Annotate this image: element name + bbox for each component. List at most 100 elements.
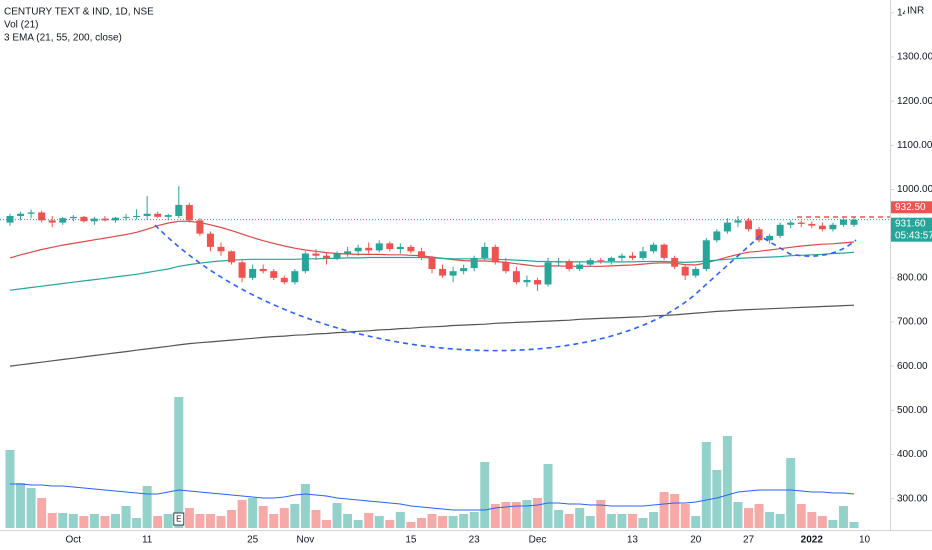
candle-body: [544, 262, 552, 285]
candle-body: [586, 260, 594, 265]
countdown-label: 05:43:57: [895, 230, 932, 241]
candle-body: [628, 255, 636, 258]
x-tick-label: 20: [690, 535, 702, 546]
candle-body: [59, 218, 67, 223]
candle-body: [291, 271, 299, 283]
volume-bar: [828, 520, 838, 528]
y-tick-label: 800.00: [897, 272, 928, 283]
x-tick-label: 15: [405, 535, 417, 546]
candle-body: [460, 268, 468, 272]
plot: [0, 185, 890, 528]
candle-body: [386, 243, 394, 250]
x-tick-label: Oct: [66, 535, 82, 546]
volume-bar: [364, 513, 374, 528]
volume-bar: [142, 486, 152, 528]
volume-bar: [701, 442, 711, 528]
candle-body: [671, 257, 679, 267]
x-tick-label: 13: [627, 535, 639, 546]
price-label: 931.60: [895, 218, 926, 229]
ema-line: [9, 304, 855, 367]
candle-body: [734, 220, 742, 223]
volume-bar: [596, 500, 606, 528]
volume-bar: [564, 514, 574, 528]
volume-bar: [522, 500, 532, 528]
candle-body: [112, 217, 119, 221]
candle-body: [407, 246, 415, 252]
volume-bar: [121, 506, 131, 528]
volume-bar: [416, 518, 426, 528]
volume-bar: [469, 512, 479, 528]
volume-bar: [68, 514, 78, 528]
volume-bar: [89, 514, 99, 528]
volume-bar: [554, 510, 564, 528]
volume-bar: [248, 498, 258, 528]
candle-body: [101, 218, 109, 221]
legend-title: CENTURY TEXT & IND, 1D, NSE: [4, 7, 154, 18]
event-marker-box: [173, 512, 185, 526]
x-tick-label: 11: [142, 535, 153, 546]
x-tick-label: 10: [859, 535, 871, 546]
candle-body: [829, 224, 837, 230]
candle-body: [650, 244, 658, 252]
volume-bar: [163, 514, 173, 528]
candle-body: [48, 220, 56, 223]
candle-body: [80, 216, 88, 222]
y-tick-label: 700.00: [897, 317, 928, 328]
legend-ema: 3 EMA (21, 55, 200, close): [4, 33, 122, 44]
volume-bar: [311, 510, 321, 528]
volume-bar: [438, 516, 448, 528]
candle-body: [534, 280, 541, 285]
volume-bar: [16, 483, 26, 528]
currency-bg: [905, 4, 932, 18]
volume-bar: [765, 512, 775, 528]
volume-bar: [153, 516, 163, 528]
candle-body: [365, 247, 373, 251]
volume-bar: [459, 514, 469, 528]
candle-body: [639, 251, 647, 258]
volume-bar: [670, 494, 680, 528]
volume-bar: [543, 464, 553, 528]
volume-bar: [606, 514, 616, 528]
event-marker: E: [176, 515, 181, 524]
candle-body: [850, 219, 858, 225]
candle-body: [206, 233, 214, 247]
candle-body: [17, 213, 25, 216]
candle-body: [217, 246, 225, 252]
volume-bar: [733, 502, 743, 528]
candle-body: [354, 247, 362, 252]
volume-bar: [448, 516, 458, 528]
candle-body: [90, 218, 98, 222]
volume-bar: [5, 450, 15, 528]
candle-body: [745, 220, 752, 230]
candle-body: [555, 261, 563, 263]
candle-body: [523, 280, 531, 283]
candle-body: [133, 215, 141, 217]
volume-ma-line: [10, 483, 855, 511]
candle-body: [702, 240, 710, 269]
candle-body: [723, 222, 731, 232]
volume-bar: [79, 516, 89, 528]
volume-bar: [575, 508, 585, 528]
y-tick-label: 400.00: [897, 449, 928, 460]
x-tick-label: 23: [469, 535, 481, 546]
x-tick-label: 2022: [801, 535, 824, 546]
volume-bar: [174, 397, 184, 528]
candle-body: [512, 271, 520, 283]
candle-body: [259, 268, 267, 272]
volume-bar: [237, 500, 247, 528]
candle-body: [164, 215, 172, 217]
volume-bar: [754, 504, 764, 528]
volume-bar: [490, 504, 500, 528]
volume-bar: [796, 504, 806, 528]
volume-bar: [332, 503, 342, 528]
candle-body: [301, 253, 309, 272]
volume-bar: [585, 516, 595, 528]
volume-bar: [406, 522, 416, 528]
candle-body: [344, 251, 352, 254]
candle-body: [449, 271, 457, 276]
volume-bar: [744, 508, 753, 528]
candle-body: [766, 235, 774, 241]
volume-bar: [775, 514, 785, 528]
volume-bar: [300, 484, 310, 528]
